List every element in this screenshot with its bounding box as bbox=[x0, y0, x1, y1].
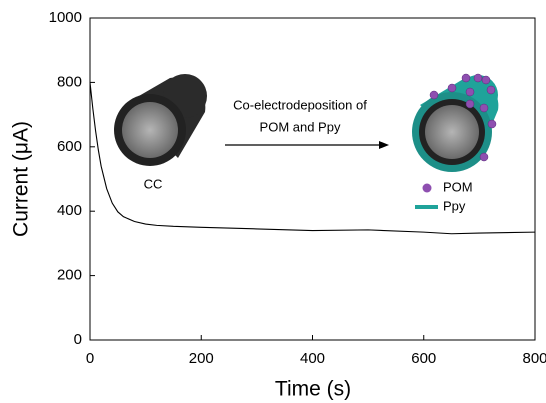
y-axis-label: Current (μA) bbox=[10, 121, 33, 237]
pom-dot bbox=[461, 73, 471, 83]
x-tick-label: 800 bbox=[522, 350, 546, 367]
data-line bbox=[89, 82, 536, 235]
y-tick-label: 0 bbox=[74, 331, 82, 348]
x-tick-label: 400 bbox=[300, 350, 325, 367]
cc-illustration bbox=[114, 74, 207, 166]
legend-label: POM bbox=[443, 179, 473, 194]
arrow-text: Co-electrodeposition of bbox=[233, 97, 367, 112]
x-tick-label: 200 bbox=[189, 350, 214, 367]
pom-dot bbox=[429, 90, 439, 100]
x-tick-label: 0 bbox=[86, 350, 94, 367]
pom-dot bbox=[481, 75, 491, 85]
x-tick-label: 600 bbox=[411, 350, 436, 367]
y-tick-label: 200 bbox=[57, 267, 82, 284]
y-tick-label: 1000 bbox=[49, 9, 82, 26]
legend: POM Ppy bbox=[415, 179, 473, 213]
x-axis-label: Time (s) bbox=[275, 378, 351, 401]
coated-illustration bbox=[412, 73, 499, 172]
pom-dot bbox=[465, 99, 475, 109]
pom-dot bbox=[487, 119, 497, 129]
pom-dot bbox=[447, 83, 457, 93]
pom-dot bbox=[465, 87, 475, 97]
legend-marker bbox=[422, 183, 432, 193]
pom-dot bbox=[486, 85, 496, 95]
pom-dot bbox=[479, 152, 489, 162]
arrow-text: POM and Ppy bbox=[260, 119, 341, 134]
pom-dot bbox=[473, 73, 483, 83]
cc-label: CC bbox=[144, 176, 163, 191]
arrow-head bbox=[379, 141, 389, 149]
y-tick-label: 600 bbox=[57, 138, 82, 155]
y-tick-label: 400 bbox=[57, 202, 82, 219]
y-tick-label: 800 bbox=[57, 73, 82, 90]
legend-label: Ppy bbox=[443, 198, 466, 213]
pom-dot bbox=[479, 103, 489, 113]
